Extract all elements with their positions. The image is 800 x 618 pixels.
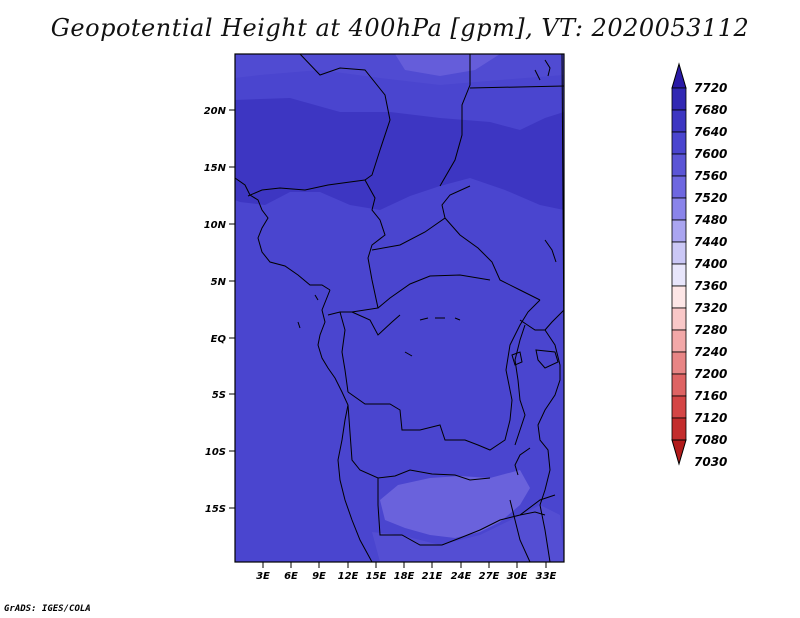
colorbar-label: 7640 <box>694 125 727 139</box>
lat-label: 5S <box>212 390 226 401</box>
latitude-axis: 20N 15N 10N 5N EQ 5S 10S 15S <box>204 106 235 515</box>
colorbar-label: 7560 <box>694 169 727 183</box>
colorbar-swatch <box>671 109 687 133</box>
colorbar-label: 7200 <box>694 367 727 381</box>
colorbar-label: 7360 <box>694 279 727 293</box>
colorbar-swatch <box>671 241 687 265</box>
high-height-region <box>235 98 564 210</box>
lon-label: 6E <box>284 571 298 582</box>
colorbar-label: 7720 <box>694 81 727 95</box>
lon-label: 12E <box>338 571 359 582</box>
colorbar: 7720 7680 7640 7600 7560 7520 7480 7440 7400 7360… <box>671 62 727 469</box>
colorbar-label: 7680 <box>694 103 727 117</box>
upper-light-region <box>395 54 500 76</box>
colorbar-label: 7080 <box>694 433 727 447</box>
lat-label: 15N <box>204 163 227 174</box>
colorbar-swatch <box>671 373 687 397</box>
lon-label: 15E <box>366 571 387 582</box>
colorbar-swatch <box>671 351 687 375</box>
lon-label: 18E <box>394 571 415 582</box>
colorbar-swatch <box>671 197 687 221</box>
colorbar-swatch <box>671 175 687 199</box>
lon-label: 27E <box>479 571 500 582</box>
lon-label: 30E <box>507 571 528 582</box>
colorbar-swatch <box>671 219 687 243</box>
colorbar-label: 7320 <box>694 301 727 315</box>
colorbar-label: 7280 <box>694 323 727 337</box>
low-mid-region <box>372 505 564 562</box>
colorbar-label: 7240 <box>694 345 727 359</box>
lat-label: 20N <box>204 106 227 117</box>
map-title: Geopotential Height at 400hPa [gpm], VT:… <box>50 14 750 42</box>
colorbar-label: 7120 <box>694 411 727 425</box>
colorbar-swatch <box>671 417 687 441</box>
colorbar-bottom-arrow <box>671 439 687 466</box>
longitude-axis: 3E 6E 9E 12E 15E 18E 21E 24E 27E 30E 33E <box>256 562 557 582</box>
colorbar-top-arrow <box>671 62 687 89</box>
lon-label: 21E <box>422 571 443 582</box>
footer-credit: GrADS: IGES/COLA <box>4 604 91 614</box>
colorbar-label: 7520 <box>694 191 727 205</box>
colorbar-swatch <box>671 395 687 419</box>
colorbar-label: 7440 <box>694 235 727 249</box>
colorbar-swatch <box>671 263 687 287</box>
map-panel <box>234 53 565 563</box>
upper-mid-region <box>235 54 564 85</box>
lat-label: 15S <box>205 504 226 515</box>
colorbar-swatch <box>671 153 687 177</box>
lat-label: 10N <box>204 220 227 231</box>
lon-label: 9E <box>312 571 326 582</box>
colorbar-label: 7400 <box>694 257 727 271</box>
colorbar-swatch <box>671 307 687 331</box>
lat-label: EQ <box>211 334 227 345</box>
colorbar-swatch <box>671 329 687 353</box>
country-borders <box>234 53 565 563</box>
lon-label: 33E <box>536 571 557 582</box>
colorbar-swatch <box>671 87 687 111</box>
colorbar-label: 7030 <box>694 455 727 469</box>
colorbar-swatch <box>671 131 687 155</box>
colorbar-label: 7480 <box>694 213 727 227</box>
map-frame <box>234 53 565 563</box>
lat-label: 10S <box>205 447 226 458</box>
lat-label: 5N <box>211 277 227 288</box>
colorbar-label: 7160 <box>694 389 727 403</box>
low-light-region <box>380 470 530 538</box>
colorbar-label: 7600 <box>694 147 727 161</box>
lon-label: 24E <box>451 571 472 582</box>
colorbar-swatch <box>671 285 687 309</box>
lon-label: 3E <box>256 571 270 582</box>
